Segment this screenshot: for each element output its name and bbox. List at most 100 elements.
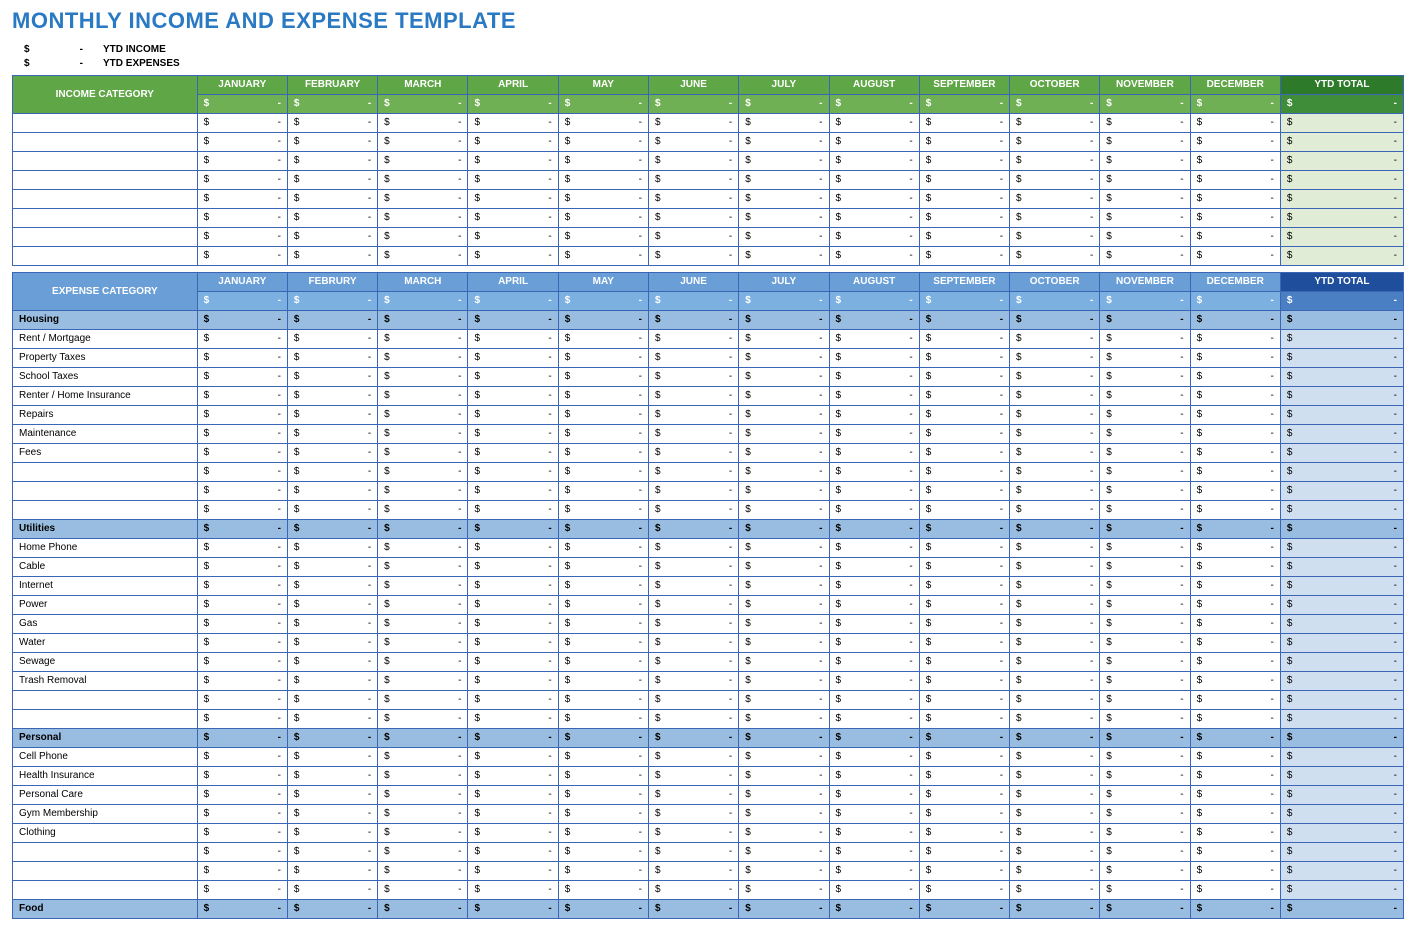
money-cell[interactable]: $- [829, 311, 919, 330]
money-cell[interactable]: $- [468, 843, 558, 862]
money-cell[interactable]: $- [739, 406, 829, 425]
expense-item-label[interactable]: Water [13, 634, 198, 653]
money-cell[interactable]: $- [378, 368, 468, 387]
money-cell[interactable]: $- [1190, 824, 1280, 843]
money-cell[interactable]: $- [378, 539, 468, 558]
money-cell[interactable]: $- [468, 786, 558, 805]
money-cell[interactable]: $- [1190, 520, 1280, 539]
money-cell[interactable]: $- [1280, 767, 1403, 786]
money-cell[interactable]: $- [829, 463, 919, 482]
money-cell[interactable]: $- [1100, 634, 1190, 653]
money-cell[interactable]: $- [197, 672, 287, 691]
money-cell[interactable]: $- [648, 190, 738, 209]
money-cell[interactable]: $- [739, 786, 829, 805]
money-cell[interactable]: $- [829, 247, 919, 266]
money-cell[interactable]: $- [287, 710, 377, 729]
money-cell[interactable]: $- [1100, 862, 1190, 881]
expense-item-label[interactable] [13, 501, 198, 520]
money-cell[interactable]: $- [1190, 425, 1280, 444]
money-cell[interactable]: $- [739, 558, 829, 577]
money-cell[interactable]: $- [468, 881, 558, 900]
money-cell[interactable]: $- [829, 349, 919, 368]
money-cell[interactable]: $- [829, 786, 919, 805]
money-cell[interactable]: $- [197, 653, 287, 672]
money-cell[interactable]: $- [1190, 539, 1280, 558]
money-cell[interactable]: $- [739, 228, 829, 247]
money-cell[interactable]: $- [468, 387, 558, 406]
money-cell[interactable]: $- [468, 133, 558, 152]
money-cell[interactable]: $- [378, 228, 468, 247]
money-cell[interactable]: $- [287, 862, 377, 881]
money-cell[interactable]: $- [468, 114, 558, 133]
money-cell[interactable]: $- [558, 672, 648, 691]
money-cell[interactable]: $- [468, 209, 558, 228]
money-cell[interactable]: $- [1010, 425, 1100, 444]
money-cell[interactable]: $- [197, 843, 287, 862]
money-cell[interactable]: $- [1100, 425, 1190, 444]
money-cell[interactable]: $- [378, 349, 468, 368]
money-cell[interactable]: $- [287, 501, 377, 520]
money-cell[interactable]: $- [1190, 805, 1280, 824]
money-cell[interactable]: $- [829, 152, 919, 171]
money-cell[interactable]: $- [468, 425, 558, 444]
money-cell[interactable]: $- [558, 152, 648, 171]
money-cell[interactable]: $- [378, 767, 468, 786]
money-cell[interactable]: $- [1280, 133, 1403, 152]
money-cell[interactable]: $- [1010, 482, 1100, 501]
money-cell[interactable]: $- [287, 330, 377, 349]
money-cell[interactable]: $- [1280, 247, 1403, 266]
money-cell[interactable]: $- [287, 691, 377, 710]
money-cell[interactable]: $- [197, 520, 287, 539]
money-cell[interactable]: $- [919, 463, 1009, 482]
expense-item-label[interactable]: Cell Phone [13, 748, 198, 767]
money-cell[interactable]: $- [558, 228, 648, 247]
money-cell[interactable]: $- [287, 748, 377, 767]
money-cell[interactable]: $- [739, 843, 829, 862]
expense-item-label[interactable]: Maintenance [13, 425, 198, 444]
money-cell[interactable]: $- [1100, 729, 1190, 748]
money-cell[interactable]: $- [468, 558, 558, 577]
money-cell[interactable]: $- [829, 653, 919, 672]
money-cell[interactable]: $- [1010, 577, 1100, 596]
money-cell[interactable]: $- [558, 463, 648, 482]
money-cell[interactable]: $- [1100, 330, 1190, 349]
money-cell[interactable]: $- [919, 444, 1009, 463]
money-cell[interactable]: $- [1280, 425, 1403, 444]
money-cell[interactable]: $- [1190, 653, 1280, 672]
money-cell[interactable]: $- [648, 577, 738, 596]
money-cell[interactable]: $- [1010, 558, 1100, 577]
money-cell[interactable]: $- [197, 228, 287, 247]
money-cell[interactable]: $- [1010, 672, 1100, 691]
expense-item-label[interactable]: Personal Care [13, 786, 198, 805]
money-cell[interactable]: $- [558, 786, 648, 805]
money-cell[interactable]: $- [558, 190, 648, 209]
money-cell[interactable]: $- [1100, 577, 1190, 596]
money-cell[interactable]: $- [197, 247, 287, 266]
money-cell[interactable]: $- [1010, 615, 1100, 634]
money-cell[interactable]: $- [197, 114, 287, 133]
money-cell[interactable]: $- [648, 406, 738, 425]
money-cell[interactable]: $- [1190, 349, 1280, 368]
money-cell[interactable]: $- [468, 171, 558, 190]
money-cell[interactable]: $- [1010, 311, 1100, 330]
money-cell[interactable]: $- [739, 824, 829, 843]
money-cell[interactable]: $- [197, 786, 287, 805]
money-cell[interactable]: $- [1190, 786, 1280, 805]
money-cell[interactable]: $- [1190, 387, 1280, 406]
expense-item-label[interactable]: Trash Removal [13, 672, 198, 691]
money-cell[interactable]: $- [739, 152, 829, 171]
money-cell[interactable]: $- [287, 387, 377, 406]
money-cell[interactable]: $- [378, 672, 468, 691]
money-cell[interactable]: $- [378, 634, 468, 653]
money-cell[interactable]: $- [829, 330, 919, 349]
money-cell[interactable]: $- [1190, 406, 1280, 425]
money-cell[interactable]: $- [1010, 152, 1100, 171]
money-cell[interactable]: $- [648, 786, 738, 805]
money-cell[interactable]: $- [1190, 114, 1280, 133]
money-cell[interactable]: $- [378, 463, 468, 482]
money-cell[interactable]: $- [829, 596, 919, 615]
money-cell[interactable]: $- [287, 824, 377, 843]
money-cell[interactable]: $- [919, 710, 1009, 729]
money-cell[interactable]: $- [287, 881, 377, 900]
money-cell[interactable]: $- [648, 539, 738, 558]
